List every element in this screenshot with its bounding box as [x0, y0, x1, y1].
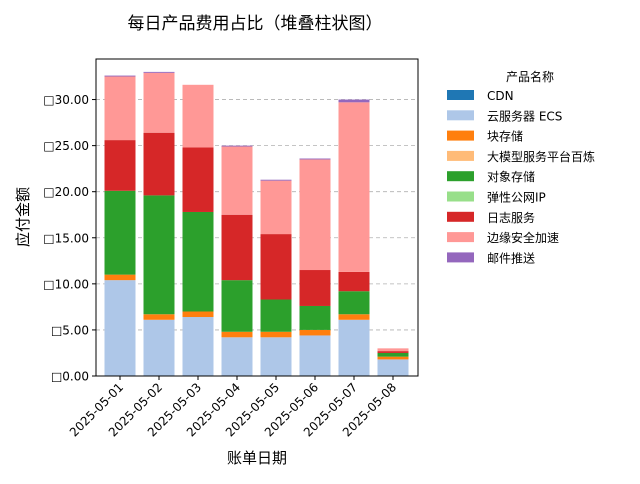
- bar-segment: [299, 158, 331, 160]
- y-tick-label: □5.00: [51, 323, 89, 337]
- legend-item-label: 云服务器 ECS: [487, 108, 562, 123]
- bar-segment: [221, 214, 253, 281]
- bar-segment: [182, 211, 214, 312]
- legend-item-label: 对象存储: [487, 169, 535, 184]
- bar-segment: [221, 331, 253, 338]
- legend-item-label: CDN: [487, 89, 514, 103]
- bar-segment: [104, 76, 136, 141]
- bar-segment: [377, 348, 409, 352]
- legend-swatch: [447, 90, 474, 100]
- bar-segment: [104, 280, 136, 376]
- legend-swatch: [447, 130, 474, 141]
- chart-title: 每日产品费用占比（堆叠柱状图）: [128, 14, 383, 34]
- bar-segment: [338, 291, 370, 315]
- bar-segment: [104, 190, 136, 275]
- legend-item-label: 日志服务: [487, 210, 535, 225]
- legend-swatch: [447, 211, 474, 222]
- bar-segment: [299, 270, 331, 306]
- legend-item-label: 块存储: [487, 129, 523, 144]
- plot-frame: [95, 58, 419, 377]
- bar-segment: [182, 147, 214, 212]
- bar-segment: [377, 352, 409, 357]
- bar-segment: [338, 271, 370, 292]
- bar-segment: [260, 299, 292, 332]
- bar-segment: [221, 337, 253, 376]
- y-tick-label: □10.00: [43, 277, 89, 291]
- legend-item-label: 大模型服务平台百炼: [487, 149, 595, 164]
- bar-segment: [221, 145, 253, 147]
- bar-segment: [182, 311, 214, 318]
- bar-segment: [260, 234, 292, 300]
- bar-segment: [221, 280, 253, 332]
- x-axis: 2025-05-012025-05-022025-05-032025-05-04…: [67, 376, 399, 439]
- bar-segment: [104, 75, 136, 77]
- bar-segment: [182, 84, 214, 148]
- legend-swatch: [447, 252, 474, 263]
- legend-item-label: 边缘安全加速: [487, 230, 559, 245]
- bar-segment: [143, 72, 175, 133]
- bar-segment: [338, 99, 370, 103]
- legend-swatch: [447, 232, 474, 243]
- bar-segment: [377, 356, 409, 360]
- legend-swatch: [447, 150, 474, 161]
- legend-swatch: [447, 110, 474, 121]
- bar-segment: [143, 132, 175, 196]
- y-tick-label: □15.00: [43, 231, 89, 245]
- bar-segment: [260, 179, 292, 181]
- legend-item-label: 邮件推送: [487, 250, 535, 265]
- bar-segment: [338, 102, 370, 272]
- bar-segment: [299, 159, 331, 271]
- bar-segment: [143, 195, 175, 315]
- bar-segment: [143, 71, 175, 73]
- legend-swatch: [447, 171, 474, 182]
- bar-segment: [104, 140, 136, 191]
- bar-segment: [143, 314, 175, 320]
- legend-title: 产品名称: [506, 69, 554, 84]
- bar-segment: [260, 331, 292, 338]
- y-axis: □0.00 □5.00 □10.00 □15.00 □20.00 □25.00 □30.00: [43, 93, 96, 384]
- bar-segment: [104, 274, 136, 281]
- y-tick-label: □0.00: [51, 370, 89, 384]
- legend-item-label: 弹性公网IP: [487, 191, 546, 205]
- x-axis-label: 账单日期: [227, 449, 287, 467]
- bar-segment: [377, 351, 409, 353]
- y-tick-label: □25.00: [43, 139, 89, 153]
- legend-swatch: [447, 191, 474, 202]
- bar-segment: [260, 337, 292, 376]
- bar-segment: [377, 359, 409, 376]
- bar-segment: [338, 314, 370, 320]
- y-tick-label: □30.00: [43, 93, 89, 107]
- bar-segment: [260, 180, 292, 235]
- y-tick-label: □20.00: [43, 185, 89, 199]
- bars: [104, 71, 409, 376]
- bar-segment: [299, 305, 331, 330]
- bar-segment: [143, 319, 175, 376]
- bar-segment: [338, 319, 370, 376]
- bar-segment: [182, 317, 214, 376]
- y-axis-label: 应付金额: [14, 187, 32, 247]
- bar-segment: [299, 329, 331, 336]
- bar-segment: [299, 335, 331, 376]
- bar-segment: [221, 146, 253, 215]
